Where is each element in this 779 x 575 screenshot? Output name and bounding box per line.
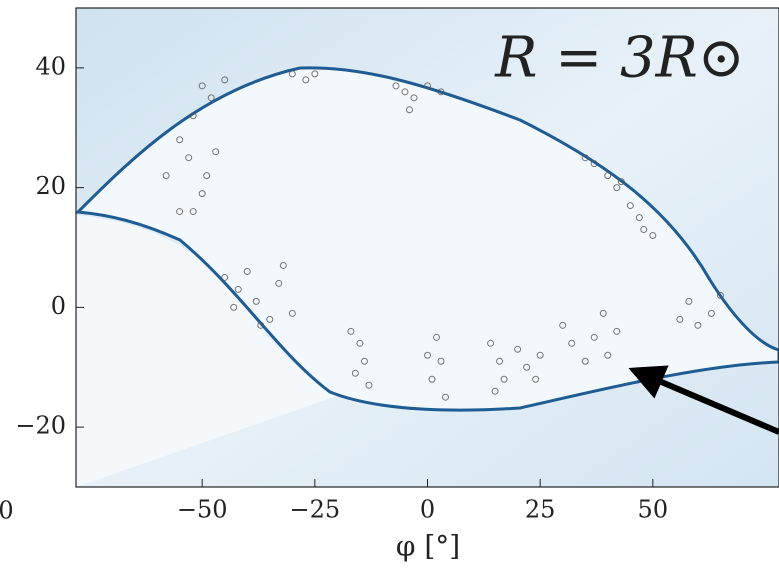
scatter-point [694,321,702,329]
x-tick-label: 0 [420,496,435,524]
y-tick-label: 20 [35,172,66,200]
scatter-point [424,351,431,359]
scatter-point [424,82,431,90]
shock-region [74,66,779,412]
scatter-point [356,339,364,347]
x-tick-label: −25 [290,496,341,524]
scatter-point [185,154,193,162]
scatter-point [405,106,413,114]
scatter-point [437,357,445,365]
scatter-point [523,363,531,371]
x-tick-label: 25 [525,496,556,524]
scatter-point [288,70,296,78]
scatter-point [207,94,215,102]
scatter-point [640,226,648,234]
scatter-point [221,273,229,281]
scatter-point [532,375,540,383]
y-tick-label: 40 [35,52,66,80]
scatter-point [599,309,607,317]
scatter-point [676,315,684,323]
scatter-point [433,333,441,341]
scatter-point [604,172,612,180]
scatter-point [243,267,251,275]
scatter-point [347,327,355,335]
scatter-point [311,70,319,78]
scatter-point [613,184,621,192]
scatter-point [275,279,283,287]
scatter-point [234,285,242,293]
scatter-point [536,351,544,359]
scatter-point [392,82,400,90]
scatter-point [635,214,643,222]
x-tick-label: 50 [638,496,669,524]
scatter-point [514,345,522,353]
scatter-point [257,321,265,329]
scatter-point [176,208,184,216]
scatter-point [203,172,211,180]
scatter-point [252,297,260,305]
scatter-point [279,261,287,269]
scatter-point [437,88,445,96]
scatter-point [487,339,495,347]
x-axis-label: φ [°] [396,530,460,563]
scatter-point [590,333,598,341]
scatter-point [568,339,576,347]
lower-region [76,215,340,487]
scatter-point [428,375,436,383]
scatter-point [360,357,368,365]
scatter-point [500,375,508,383]
arrow [628,365,779,435]
scatter-point [649,232,657,240]
scatter-point [716,291,724,299]
scatter-point [288,309,296,317]
scatter-point [590,160,598,168]
y-tick-label: 0 [51,292,66,320]
scatter-point [266,315,274,323]
scatter-point [604,351,612,359]
scatter-point [401,88,409,96]
scatter-point [189,208,197,216]
scatter-point [365,381,373,389]
edge-label: 0 [0,497,14,525]
scatter-point [496,357,504,365]
scatter-point [302,76,310,84]
scatter-point [212,148,220,156]
scatter-point [198,82,206,90]
scatter-point [685,297,693,305]
scatter-point [162,172,170,180]
annotation: R = 3R⊙ [494,26,744,91]
scatter-point [581,357,589,365]
scatter-point [707,309,715,317]
scatter-point [442,393,450,401]
scatter-point [221,76,229,84]
x-tick-label: −50 [177,496,228,524]
scatter-point [617,178,625,186]
scatter-point [613,327,621,335]
scatter-point [176,136,184,144]
scatter-point [491,387,499,395]
scatter-point [410,94,418,102]
scatter-point [198,190,206,198]
y-tick-label: −20 [15,412,66,440]
scatter-point [559,321,567,329]
scatter-point [626,202,634,210]
scatter-point [189,112,197,120]
scatter-point [581,154,589,162]
scatter-point [351,369,359,377]
scatter-point [230,303,238,311]
